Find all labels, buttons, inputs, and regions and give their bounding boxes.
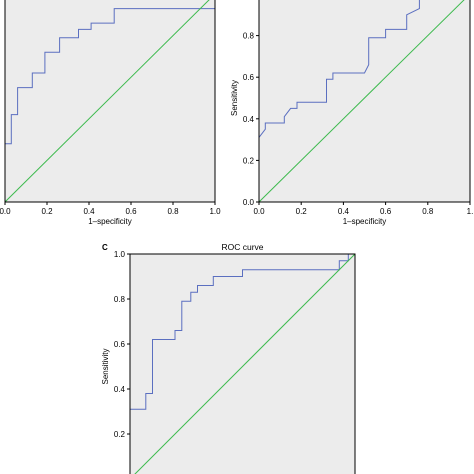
- y-tick-label-c: 0.2: [114, 430, 126, 439]
- x-tick-label-b: 0.8: [422, 207, 434, 216]
- y-tick-label-c: 0.4: [114, 385, 126, 394]
- x-axis-label-a: 1–specificity: [88, 217, 132, 226]
- plot-area-b: [259, 0, 470, 202]
- x-tick-label-a: 0.0: [0, 207, 11, 216]
- reference-line-a: [5, 0, 210, 202]
- x-tick-label-b: 0.2: [296, 207, 308, 216]
- x-tick-label-a: 0.4: [83, 207, 95, 216]
- plot-frame-b: [258, 0, 471, 203]
- x-tick-label-a: 0.2: [41, 207, 53, 216]
- y-axis-label-b: Sensitivity: [230, 80, 239, 116]
- plot-frame-c: [129, 253, 356, 474]
- y-tick-label-b: 0.4: [243, 115, 255, 124]
- chart-title-c: ROC curve: [221, 242, 263, 252]
- reference-line-c: [134, 254, 355, 474]
- y-tick-label-b: 0.0: [243, 198, 255, 207]
- y-tick-label-b: 0.6: [243, 73, 255, 82]
- x-tick-label-a: 0.8: [167, 207, 179, 216]
- x-axis-label-b: 1–specificity: [343, 217, 387, 226]
- roc-curve-a: [5, 8, 215, 202]
- plot-area-a: [5, 0, 215, 202]
- plot-area-c: [130, 254, 355, 474]
- y-tick-label-c: 0.8: [114, 295, 126, 304]
- roc-curve-b: [259, 0, 420, 138]
- y-tick-label-c: 0.6: [114, 340, 126, 349]
- roc-curve-c: [130, 254, 355, 410]
- plot-frame-a: [4, 0, 216, 203]
- reference-line-b: [259, 0, 465, 202]
- y-tick-label-b: 0.8: [243, 32, 255, 41]
- y-axis-label-c: Sensitivity: [101, 348, 110, 384]
- y-tick-label-b: 0.2: [243, 156, 255, 165]
- x-tick-label-b: 0.0: [253, 207, 265, 216]
- x-tick-label-a: 1.0: [209, 207, 221, 216]
- x-tick-label-b: 0.6: [380, 207, 392, 216]
- x-tick-label-b: 0.4: [338, 207, 350, 216]
- panel-label-c: C: [102, 243, 108, 252]
- y-tick-label-c: 1.0: [114, 250, 126, 259]
- x-tick-label-a: 0.6: [125, 207, 137, 216]
- x-tick-label-b: 1.: [467, 207, 474, 216]
